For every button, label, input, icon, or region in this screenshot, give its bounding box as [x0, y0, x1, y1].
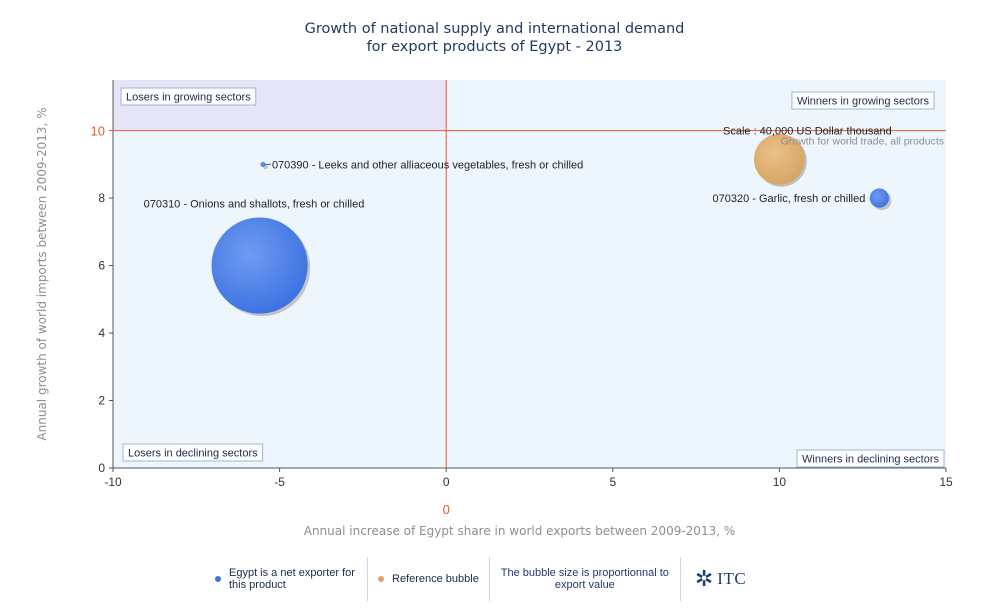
legend-size-note: The bubble size is proportionnal to expo…	[500, 567, 669, 591]
chart-title-line-1: Growth of national supply and internatio…	[304, 21, 685, 37]
x-tick-label: 10	[773, 475, 787, 489]
quadrant-label-bottom-left: Losers in declining sectors	[128, 448, 258, 460]
legend-egypt-bubble-icon	[215, 576, 221, 582]
itc-logo-icon: ✲	[694, 566, 714, 591]
y-axis-title: Annual growth of world imports between 2…	[35, 107, 49, 440]
legend-item-reference: Reference bubble	[368, 557, 489, 601]
egypt-bubble	[869, 188, 889, 208]
y-tick-label: 2	[98, 394, 105, 408]
bubble-label: 070320 - Garlic, fresh or chilled	[713, 193, 866, 205]
quadrant-label-bottom-right: Winners in declining sectors	[802, 454, 939, 466]
egypt-bubble	[260, 161, 266, 167]
legend-item-note: The bubble size is proportionnal to expo…	[490, 557, 680, 601]
reference-bubble-label: Scale : 40,000 US Dollar thousand	[723, 125, 892, 137]
legend-divider	[679, 557, 681, 601]
quadrant-label-bottom-right-box	[796, 449, 945, 468]
y-tick-label: 6	[98, 259, 105, 273]
x-tick-label: 0	[443, 475, 450, 489]
reference-label-x: 0	[443, 502, 450, 517]
legend-reference-label: Reference bubble	[392, 573, 479, 585]
quadrant-label-top-right: Winners in growing sectors	[797, 96, 930, 108]
bubble-label: 070310 - Onions and shallots, fresh or c…	[144, 199, 365, 211]
reference-label-y: 10	[91, 124, 105, 139]
quadrant-label-top-left-box	[120, 87, 257, 106]
x-tick-label: -10	[104, 475, 122, 489]
x-tick-label: 5	[609, 475, 616, 489]
egypt-bubble	[211, 217, 308, 314]
legend: Egypt is a net exporter for this product…	[205, 557, 746, 601]
itc-logo: ✲ ITC	[681, 568, 746, 590]
x-axis-title: Annual increase of Egypt share in world …	[304, 524, 736, 538]
bubble-label: 070390 - Leeks and other alliaceous vege…	[272, 159, 583, 171]
quadrant-label-top-left: Losers in growing sectors	[126, 92, 251, 104]
chart-title: Growth of national supply and internatio…	[0, 20, 989, 56]
itc-logo-text: ITC	[717, 569, 747, 588]
legend-divider	[488, 557, 490, 601]
quadrant-label-bottom-left-box	[122, 443, 264, 462]
y-tick-label: 4	[98, 326, 105, 340]
quadrant-label-top-right-box	[791, 91, 935, 110]
y-tick-label: 8	[98, 191, 105, 205]
reference-bubble	[753, 133, 805, 185]
chart-title-line-2: for export products of Egypt - 2013	[366, 39, 623, 55]
annotation-world-growth: Growth for world trade, all products	[781, 135, 944, 147]
x-tick-label: -5	[274, 475, 285, 489]
y-tick-label: 0	[98, 461, 105, 475]
x-tick-label: 15	[939, 475, 953, 489]
legend-item-egypt: Egypt is a net exporter for this product	[205, 557, 367, 601]
legend-egypt-label: Egypt is a net exporter for this product	[229, 567, 355, 591]
legend-divider	[367, 557, 368, 601]
legend-reference-bubble-icon	[378, 576, 384, 582]
